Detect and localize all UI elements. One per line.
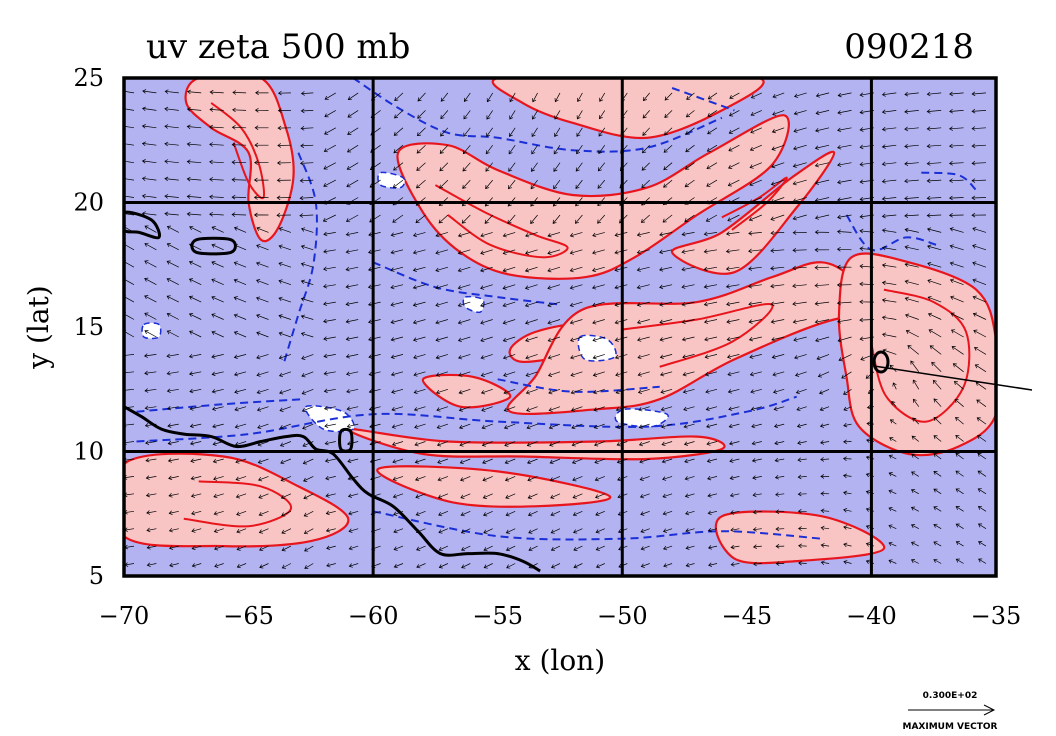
x-tick-label: −60 — [348, 602, 399, 630]
positive-region — [506, 261, 903, 416]
storm-center-marker — [872, 350, 1033, 391]
reference-vector-caption: MAXIMUM VECTOR — [902, 722, 997, 732]
wind-vectors — [124, 89, 987, 570]
y-tick-label: 15 — [73, 313, 104, 341]
negative-contour — [372, 261, 561, 306]
x-tick-label: −45 — [722, 602, 773, 630]
negative-contour — [282, 152, 318, 365]
x-tick-label: −35 — [971, 602, 1022, 630]
positive-contour — [434, 184, 569, 259]
positive-region — [396, 114, 790, 280]
negative-contour — [921, 171, 977, 191]
x-tick-labels: −70 −65 −60 −55 −50 −45 −40 −35 — [99, 602, 1022, 630]
island-outline — [124, 210, 161, 240]
positive-region — [421, 373, 512, 409]
island-outline — [338, 427, 354, 453]
positive-contour — [210, 102, 265, 200]
x-tick-label: −50 — [597, 602, 648, 630]
island-outline — [190, 236, 237, 256]
y-tick-label: 10 — [73, 438, 104, 466]
reference-vector-head — [983, 704, 996, 716]
x-tick-label: −65 — [223, 602, 274, 630]
positive-region — [837, 252, 996, 457]
plot-frame — [122, 76, 998, 578]
negative-contour — [497, 378, 660, 393]
positive-region — [491, 78, 765, 140]
neutral-region — [577, 334, 617, 362]
y-tick-label: 20 — [73, 189, 104, 217]
negative-contour — [136, 398, 304, 413]
neutral-region — [141, 322, 162, 340]
neutral-vorticity-regions — [141, 171, 669, 433]
x-tick-label: −40 — [846, 602, 897, 630]
positive-region — [124, 452, 350, 548]
neutral-region — [304, 404, 355, 433]
y-tick-label: 25 — [73, 64, 104, 92]
positive-contour — [870, 288, 971, 423]
x-tick-label: −55 — [472, 602, 523, 630]
negative-contour — [845, 214, 937, 252]
negative-contour — [352, 78, 723, 153]
lat-lon-grid — [124, 78, 996, 576]
reference-vector: 0.300E+02 MAXIMUM VECTOR — [902, 691, 997, 732]
date-label: 090218 — [844, 27, 974, 67]
negative-contour — [136, 395, 797, 443]
x-axis-label: x (lon) — [515, 644, 605, 677]
chart-title: uv zeta 500 mb — [146, 27, 410, 67]
x-tick-label: −70 — [99, 602, 150, 630]
wind-vector-field — [124, 89, 987, 570]
negative-contour — [671, 87, 735, 112]
plot-area — [124, 78, 996, 576]
positive-contour — [183, 480, 292, 528]
y-tick-label: 5 — [89, 562, 104, 590]
reference-vector-value: 0.300E+02 — [923, 691, 978, 701]
y-tick-labels: 5 10 15 20 25 — [73, 64, 104, 590]
neutral-region — [614, 408, 669, 428]
y-axis-label: y (lat) — [22, 285, 55, 369]
positive-vorticity-regions — [124, 78, 996, 565]
positive-region — [184, 78, 295, 243]
